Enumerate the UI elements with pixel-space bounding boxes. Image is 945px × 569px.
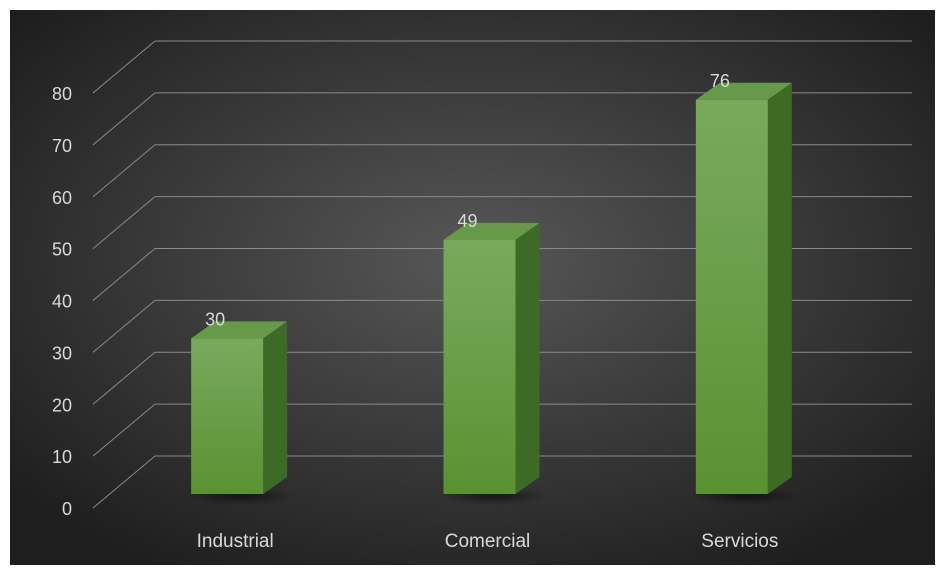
y-axis: 0 10 20 30 40 50 60 70 80: [52, 84, 72, 519]
y-tick-label: 20: [52, 395, 72, 415]
data-label: 30: [205, 309, 225, 329]
y-tick-label: 0: [62, 499, 72, 519]
y-tick-label: 80: [52, 84, 72, 104]
gridline: [92, 40, 912, 94]
data-label: 49: [457, 211, 477, 231]
bar: [439, 222, 548, 505]
y-tick-label: 40: [52, 292, 72, 312]
bar-chart: 0 10 20 30 40 50 60 70 80 30 49 76 Industrial Comer…: [10, 10, 935, 565]
y-tick-label: 10: [52, 447, 72, 467]
bar: [187, 321, 296, 505]
y-tick-label: 30: [52, 343, 72, 363]
category-axis: Industrial Comercial Servicios: [197, 531, 779, 552]
bars: 30 49 76: [187, 71, 800, 505]
category-label: Industrial: [197, 531, 274, 552]
y-tick-label: 50: [52, 240, 72, 260]
y-tick-label: 60: [52, 188, 72, 208]
chart-area: 0 10 20 30 40 50 60 70 80 30 49 76 Industrial Comer…: [10, 10, 935, 565]
bar: [691, 82, 800, 505]
data-label: 76: [710, 71, 730, 91]
y-tick-label: 70: [52, 136, 72, 156]
category-label: Comercial: [445, 531, 531, 552]
category-label: Servicios: [701, 531, 778, 552]
